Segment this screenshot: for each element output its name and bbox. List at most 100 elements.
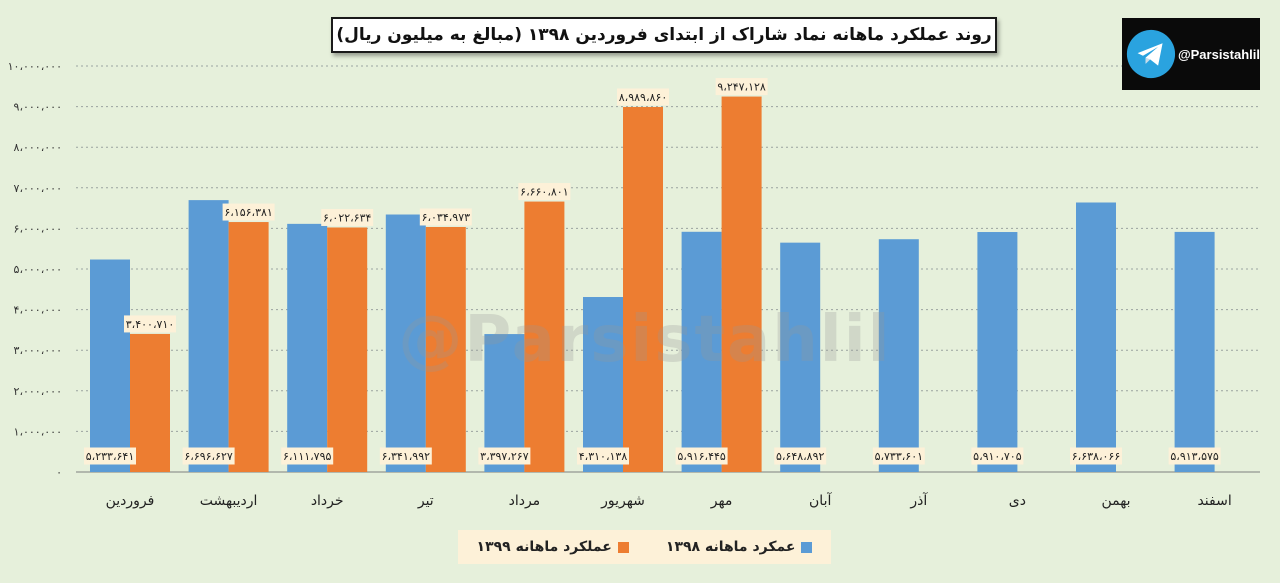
data-label-text: ۶،۳۴۱،۹۹۲ bbox=[382, 450, 431, 463]
data-label-1398: ۶،۶۳۸،۰۶۶ bbox=[1070, 447, 1122, 465]
chart-title: روند عملکرد ماهانه نماد شاراک از ابتدای … bbox=[331, 17, 997, 53]
data-label-text: ۵،۹۱۶،۴۴۵ bbox=[677, 450, 726, 463]
data-label-text: ۵،۲۳۳،۶۴۱ bbox=[86, 450, 134, 463]
data-label-bg bbox=[1070, 447, 1122, 465]
bar-1399 bbox=[228, 222, 269, 472]
legend-swatch-1399 bbox=[617, 541, 629, 553]
data-label-text: ۳،۳۹۷،۲۶۷ bbox=[480, 450, 529, 463]
bar-1399 bbox=[524, 201, 565, 472]
bar-1399 bbox=[623, 107, 663, 472]
channel-handle: @Parsistahlil bbox=[1177, 46, 1260, 62]
data-label-1399: ۶،۰۳۴،۹۷۳ bbox=[419, 208, 472, 226]
data-label-bg bbox=[872, 447, 925, 465]
x-tick-label: بهمن bbox=[1101, 493, 1130, 509]
channel-badge[interactable]: @Parsistahlil bbox=[1122, 18, 1260, 90]
data-label-bg bbox=[379, 447, 432, 465]
y-tick-label: ۶،۰۰۰،۰۰۰ bbox=[14, 222, 62, 235]
watermark: @Parsistahlil bbox=[398, 303, 892, 377]
data-label-text: ۶،۱۵۶،۳۸۱ bbox=[224, 206, 272, 219]
x-tick-label: اسفند bbox=[1197, 493, 1231, 509]
data-label-1398: ۴،۳۱۰،۱۳۸ bbox=[577, 447, 629, 465]
data-label-1398: ۶،۶۹۶،۶۲۷ bbox=[182, 447, 235, 465]
x-tick-label: آبان bbox=[809, 492, 832, 509]
y-tick-label: ۰ bbox=[56, 466, 62, 479]
data-label-1398: ۶،۳۴۱،۹۹۲ bbox=[379, 447, 432, 465]
data-label-bg bbox=[478, 447, 531, 465]
data-label-bg bbox=[222, 203, 275, 221]
bar-1399 bbox=[425, 226, 466, 472]
bar-1398 bbox=[681, 231, 722, 472]
data-label-1398: ۶،۱۱۱،۷۹۵ bbox=[281, 447, 334, 465]
y-tick-label: ۱،۰۰۰،۰۰۰ bbox=[14, 425, 62, 438]
bar-1398 bbox=[780, 242, 821, 472]
data-label-text: ۵،۹۱۰،۷۰۵ bbox=[973, 450, 1022, 463]
y-tick-label: ۴،۰۰۰،۰۰۰ bbox=[14, 304, 62, 317]
data-label-text: ۳،۴۰۰،۷۱۰ bbox=[126, 318, 174, 331]
data-label-1398: ۳،۳۹۷،۲۶۷ bbox=[478, 447, 531, 465]
data-label-bg bbox=[971, 447, 1024, 465]
x-tick-label: تیر bbox=[417, 493, 434, 509]
data-label-bg bbox=[617, 88, 669, 106]
data-label-1398: ۵،۹۱۳،۵۷۵ bbox=[1168, 447, 1221, 465]
data-label-bg bbox=[281, 447, 334, 465]
bar-1399 bbox=[327, 227, 368, 472]
y-tick-label: ۷،۰۰۰،۰۰۰ bbox=[14, 182, 62, 195]
data-label-bg bbox=[1168, 447, 1221, 465]
data-label-1399: ۸،۹۸۹،۸۶۰ bbox=[617, 88, 669, 106]
data-label-bg bbox=[84, 447, 136, 465]
bar-1398 bbox=[1076, 202, 1116, 473]
x-tick-label: شهریور bbox=[600, 493, 645, 509]
data-label-text: ۵،۶۴۸،۸۹۲ bbox=[776, 450, 825, 463]
telegram-icon bbox=[1126, 29, 1176, 79]
bar-1398 bbox=[977, 232, 1018, 472]
data-label-text: ۶،۱۱۱،۷۹۵ bbox=[283, 450, 332, 463]
bar-1398 bbox=[1174, 231, 1215, 472]
bar-1398 bbox=[385, 214, 426, 472]
data-label-1399: ۶،۶۶۰،۸۰۱ bbox=[518, 183, 571, 201]
data-label-1399: ۳،۴۰۰،۷۱۰ bbox=[124, 315, 176, 333]
data-label-1398: ۵،۶۴۸،۸۹۲ bbox=[774, 447, 827, 465]
data-label-text: ۴،۳۱۰،۱۳۸ bbox=[579, 450, 628, 463]
data-label-bg bbox=[124, 315, 176, 333]
data-label-bg bbox=[577, 447, 629, 465]
bar-1398 bbox=[188, 200, 229, 472]
data-label-text: ۶،۶۹۶،۶۲۷ bbox=[184, 450, 233, 463]
bar-1399 bbox=[130, 333, 170, 472]
data-label-text: ۶،۰۳۴،۹۷۳ bbox=[422, 211, 471, 224]
data-label-1398: ۵،۷۳۳،۶۰۱ bbox=[872, 447, 925, 465]
data-label-bg bbox=[182, 447, 235, 465]
legend-item-1398: عمکرد ماهانه ۱۳۹۸ bbox=[666, 539, 813, 555]
x-tick-label: آذر bbox=[909, 492, 928, 509]
data-label-text: ۸،۹۸۹،۸۶۰ bbox=[619, 91, 667, 104]
data-label-1399: ۶،۰۲۲،۶۳۴ bbox=[321, 208, 374, 226]
x-tick-label: اردیبهشت bbox=[200, 493, 258, 509]
legend-label-1398: عمکرد ماهانه ۱۳۹۸ bbox=[665, 539, 796, 555]
bar-1398 bbox=[878, 239, 919, 472]
x-tick-label: خرداد bbox=[311, 493, 344, 509]
data-label-bg bbox=[774, 447, 827, 465]
bar-1398 bbox=[90, 259, 130, 472]
data-label-bg bbox=[518, 183, 571, 201]
legend: عمکرد ماهانه ۱۳۹۸ عملکرد ماهانه ۱۳۹۹ bbox=[458, 530, 831, 564]
x-tick-label: مهر bbox=[710, 493, 733, 509]
y-tick-label: ۲،۰۰۰،۰۰۰ bbox=[14, 385, 62, 398]
y-tick-label: ۹،۰۰۰،۰۰۰ bbox=[14, 101, 62, 114]
x-tick-label: فروردین bbox=[106, 493, 155, 509]
data-label-text: ۵،۹۱۳،۵۷۵ bbox=[1170, 450, 1219, 463]
y-tick-label: ۵،۰۰۰،۰۰۰ bbox=[14, 263, 62, 276]
data-label-text: ۹،۲۴۷،۱۲۸ bbox=[717, 81, 766, 94]
data-label-1399: ۶،۱۵۶،۳۸۱ bbox=[222, 203, 275, 221]
y-tick-label: ۱۰،۰۰۰،۰۰۰ bbox=[8, 60, 62, 73]
data-label-text: ۶،۰۲۲،۶۳۴ bbox=[323, 211, 372, 224]
data-label-text: ۵،۷۳۳،۶۰۱ bbox=[875, 450, 923, 463]
bar-1398 bbox=[583, 297, 623, 472]
data-label-1399: ۹،۲۴۷،۱۲۸ bbox=[715, 78, 768, 96]
y-tick-label: ۳،۰۰۰،۰۰۰ bbox=[14, 344, 62, 357]
data-label-text: ۶،۶۳۸،۰۶۶ bbox=[1072, 450, 1120, 463]
data-label-bg bbox=[715, 78, 768, 96]
data-label-text: ۶،۶۶۰،۸۰۱ bbox=[520, 186, 568, 199]
bar-1399 bbox=[721, 96, 762, 473]
bar-1398 bbox=[287, 223, 328, 472]
y-tick-label: ۸،۰۰۰،۰۰۰ bbox=[14, 141, 62, 154]
